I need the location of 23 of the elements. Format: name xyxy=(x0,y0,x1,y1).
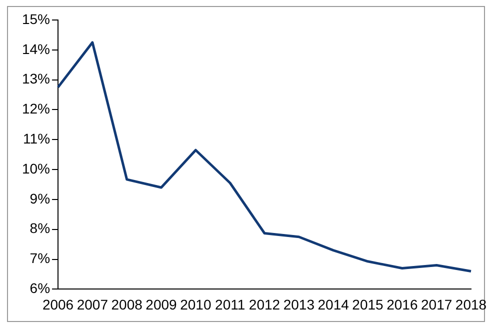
x-tick-label: 2014 xyxy=(318,296,350,312)
x-tick-label: 2006 xyxy=(42,296,74,312)
y-tick-label: 9% xyxy=(30,190,50,206)
y-tick-label: 14% xyxy=(22,40,50,57)
y-tick-label: 15% xyxy=(22,10,50,27)
x-tick-label: 2017 xyxy=(421,296,452,312)
x-tick-label: 2013 xyxy=(283,296,315,312)
x-tick-label: 2007 xyxy=(76,296,108,312)
x-tick-label: 2015 xyxy=(352,296,384,312)
y-tick-label: 6% xyxy=(30,280,50,296)
x-tick-label: 2012 xyxy=(248,296,280,312)
x-tick-label: 2011 xyxy=(215,296,246,312)
y-tick-label: 11% xyxy=(23,130,50,147)
y-tick-label: 13% xyxy=(22,70,50,87)
x-tick-label: 2018 xyxy=(455,296,487,312)
x-tick-label: 2010 xyxy=(180,296,212,312)
y-tick-label: 10% xyxy=(22,160,50,176)
y-tick-label: 8% xyxy=(30,220,50,236)
y-tick-label: 7% xyxy=(30,250,50,266)
x-tick-label: 2016 xyxy=(386,296,418,312)
x-tick-label: 2008 xyxy=(111,296,143,312)
x-tick-label: 2009 xyxy=(146,296,178,312)
y-tick-label: 12% xyxy=(22,100,50,117)
